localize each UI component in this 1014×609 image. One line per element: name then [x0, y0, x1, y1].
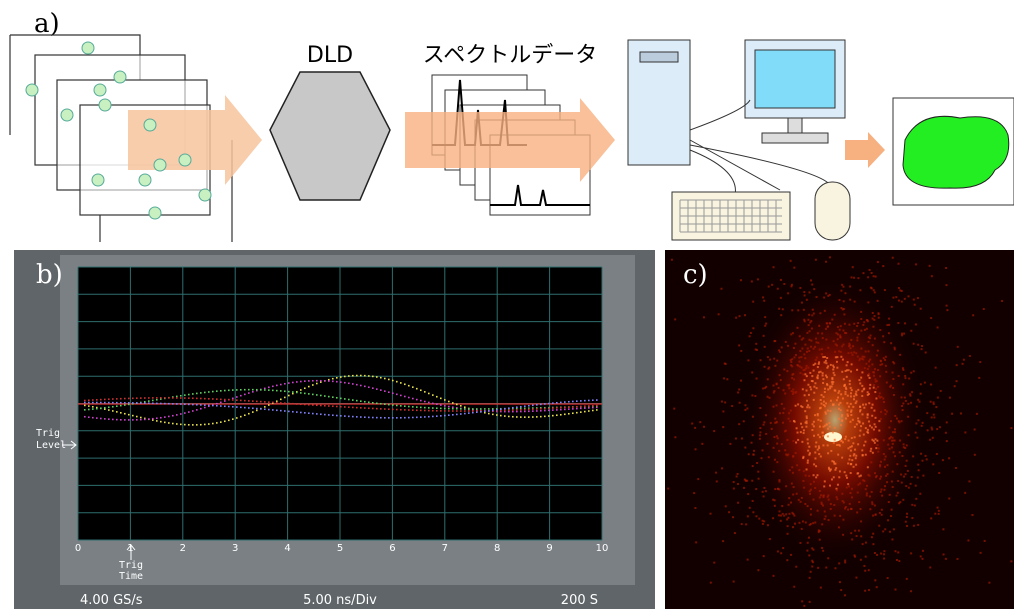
- x-tick-label: 8: [494, 543, 500, 554]
- panel-a: a) DLD スペクトルデータ: [10, 9, 1014, 242]
- x-tick-label: 2: [180, 543, 186, 554]
- panel-label: c): [683, 260, 708, 290]
- x-tick-label: 0: [75, 543, 81, 554]
- sample-rate: 4.00 GS/s: [80, 593, 143, 608]
- x-tick-label: 4: [284, 543, 290, 554]
- x-tick-label: 5: [337, 543, 343, 554]
- panel-label: b): [36, 260, 63, 290]
- detector-label: DLD: [307, 43, 353, 68]
- hot-spot: [824, 432, 842, 442]
- x-tick-label: 1: [127, 543, 133, 554]
- drive: [640, 52, 678, 62]
- detector: [270, 72, 390, 200]
- screen: [755, 50, 835, 108]
- time-div: 5.00 ns/Div: [303, 593, 377, 608]
- x-tick-label: 10: [596, 543, 609, 554]
- trig-level: Level: [36, 440, 66, 451]
- spectrum-label: スペクトルデータ: [423, 43, 597, 68]
- trig-time: Time: [119, 571, 143, 582]
- arrow: [845, 132, 885, 168]
- x-tick-label: 9: [546, 543, 552, 554]
- panel-b: b) Trig Level Trig Time 4.00 GS/s 5.00 n…: [14, 250, 655, 609]
- x-tick-label: 3: [232, 543, 238, 554]
- page: a) DLD スペクトルデータ b) Trig Level Trig Time …: [0, 0, 1014, 609]
- stand: [762, 133, 828, 143]
- trig-level: Trig: [36, 428, 60, 439]
- samples: 200 S: [561, 593, 598, 608]
- intensity-cloud: [745, 280, 925, 560]
- mouse: [815, 182, 850, 240]
- figure: a) DLD スペクトルデータ b) Trig Level Trig Time …: [0, 0, 1014, 609]
- trig-time: Trig: [119, 560, 143, 571]
- x-tick-label: 7: [442, 543, 448, 554]
- x-tick-label: 6: [389, 543, 395, 554]
- panel-c: c): [665, 250, 1014, 609]
